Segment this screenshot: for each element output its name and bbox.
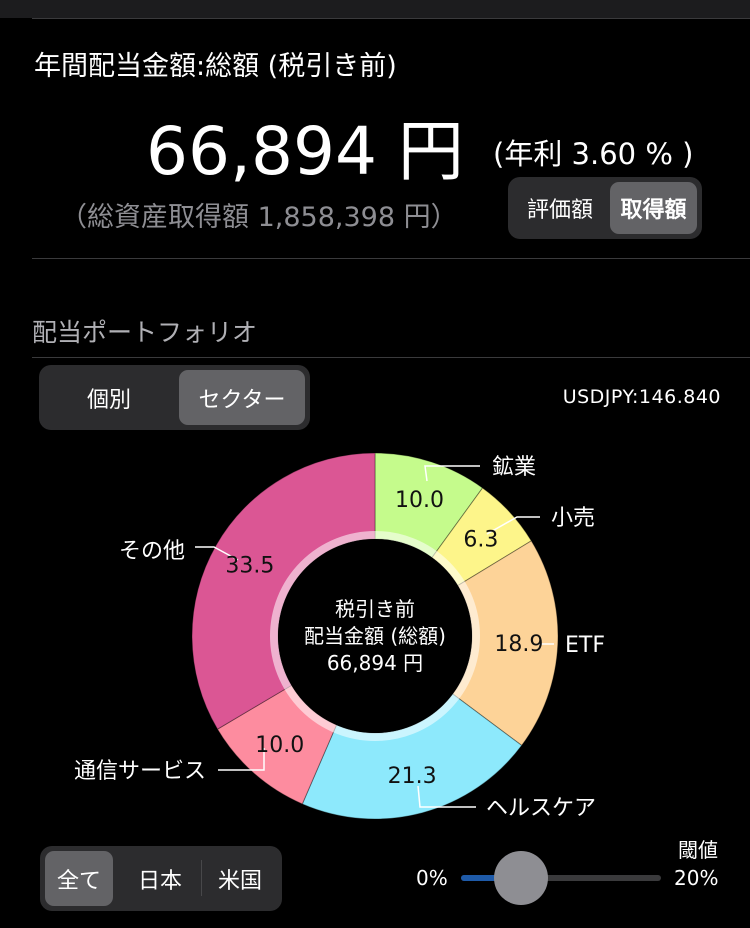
slice-leader-line [486,516,540,535]
donut-slice[interactable] [431,487,533,587]
annual-yield: (年利 3.60 % ) [493,137,694,171]
slice-value-label: 6.3 [463,527,498,552]
region-option-all[interactable]: 全て [45,851,113,906]
divider [32,357,750,358]
basis-option-cost[interactable]: 取得額 [610,182,697,234]
section-title: 配当ポートフォリオ [32,318,258,347]
region-toggle: 全て 日本 米国 [40,846,282,911]
threshold-min-label: 0% [416,866,448,890]
slice-value-label: 18.9 [494,632,543,657]
fx-rate: USDJPY:146.840 [562,386,721,408]
threshold-slider-fill [461,875,521,881]
view-option-sector[interactable]: セクター [179,370,305,425]
divider [32,18,750,19]
view-toggle: 個別 セクター [39,365,310,430]
divider [32,258,750,259]
slice-leader-line [424,465,480,482]
slice-leader-line [417,785,476,808]
top-bar [0,0,750,18]
segment-divider [201,860,202,896]
slice-value-label: 10.0 [395,488,444,513]
slice-name-label: 通信サービス [74,759,206,784]
threshold-slider-track[interactable] [461,875,661,881]
center-label-1: 税引き前 [335,597,415,621]
center-label-3: 66,894 円 [327,651,423,675]
donut-hole [278,539,472,733]
dividend-amount: 66,894 円 [146,113,464,190]
slice-value-label: 33.5 [225,554,274,579]
slice-leader-line [195,546,239,561]
slice-name-label: 小売 [551,506,595,531]
threshold-max-label: 20% [674,866,719,890]
slice-leader-line [218,748,265,771]
view-option-individual[interactable]: 個別 [86,387,131,413]
slice-name-label: 鉱業 [492,455,536,480]
basis-option-valuation[interactable]: 評価額 [526,198,593,223]
center-label-2: 配当金額 (総額) [304,624,446,648]
slice-name-label: その他 [119,539,185,564]
region-option-us[interactable]: 米国 [217,868,262,894]
region-option-japan[interactable]: 日本 [137,868,182,894]
threshold-slider-thumb[interactable] [494,851,548,905]
total-cost: （総資産取得額 1,858,398 円） [60,202,458,233]
basis-toggle: 評価額 取得額 [508,177,702,239]
dividend-title: 年間配当金額:総額 (税引き前) [34,51,397,82]
slice-value-label: 21.3 [388,764,437,789]
slice-value-label: 10.0 [255,733,304,758]
slice-name-label: ヘルスケア [486,796,596,821]
slice-name-label: ETF [565,633,605,658]
donut-inner-ring [270,531,480,741]
threshold-title: 閾値 [678,838,718,862]
